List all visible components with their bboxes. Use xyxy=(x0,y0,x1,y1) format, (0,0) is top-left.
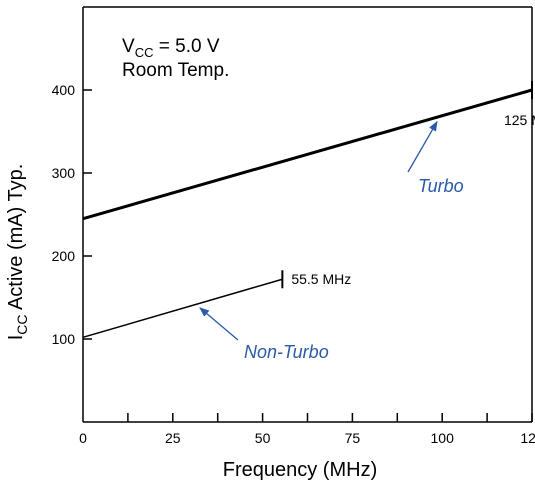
y-tick-label-300: 300 xyxy=(52,165,76,181)
x-tick-label-0: 0 xyxy=(79,430,87,446)
condition-voltage: VCC = 5.0 V xyxy=(122,36,220,60)
series-name-turbo: Turbo xyxy=(418,176,464,196)
axes: 0 25 50 75 100 125 100 200 300 400 xyxy=(52,6,535,446)
series-end-label-non-turbo: 55.5 MHz xyxy=(291,271,351,287)
series-layer: 125 MHz Turbo 55.5 MHz Non-Turbo xyxy=(82,81,535,362)
condition-temperature: Room Temp. xyxy=(122,60,229,81)
series-arrow-turbo xyxy=(407,120,438,173)
annotations: VCC = 5.0 V Room Temp. ICC Active (mA) T… xyxy=(5,36,377,481)
y-axis-title: ICC Active (mA) Typ. xyxy=(5,164,30,341)
x-tick-label-50: 50 xyxy=(255,430,271,446)
x-tick-label-25: 25 xyxy=(165,430,181,446)
series-line-non-turbo xyxy=(82,278,283,339)
y-tick-label-100: 100 xyxy=(52,331,76,347)
series-end-label-turbo: 125 MHz xyxy=(504,112,535,128)
x-tick-label-75: 75 xyxy=(345,430,361,446)
series-line-turbo xyxy=(82,88,533,221)
svg-text:ICC Active (mA) Typ.: ICC Active (mA) Typ. xyxy=(5,164,30,341)
x-tick-label-100: 100 xyxy=(431,430,455,446)
x-tick-label-125: 125 xyxy=(520,430,535,446)
y-tick-label-400: 400 xyxy=(52,82,76,98)
x-axis-title: Frequency (MHz) xyxy=(223,459,377,481)
series-arrow-non-turbo xyxy=(199,307,239,341)
series-name-non-turbo: Non-Turbo xyxy=(244,342,329,362)
y-tick-label-200: 200 xyxy=(52,248,76,264)
